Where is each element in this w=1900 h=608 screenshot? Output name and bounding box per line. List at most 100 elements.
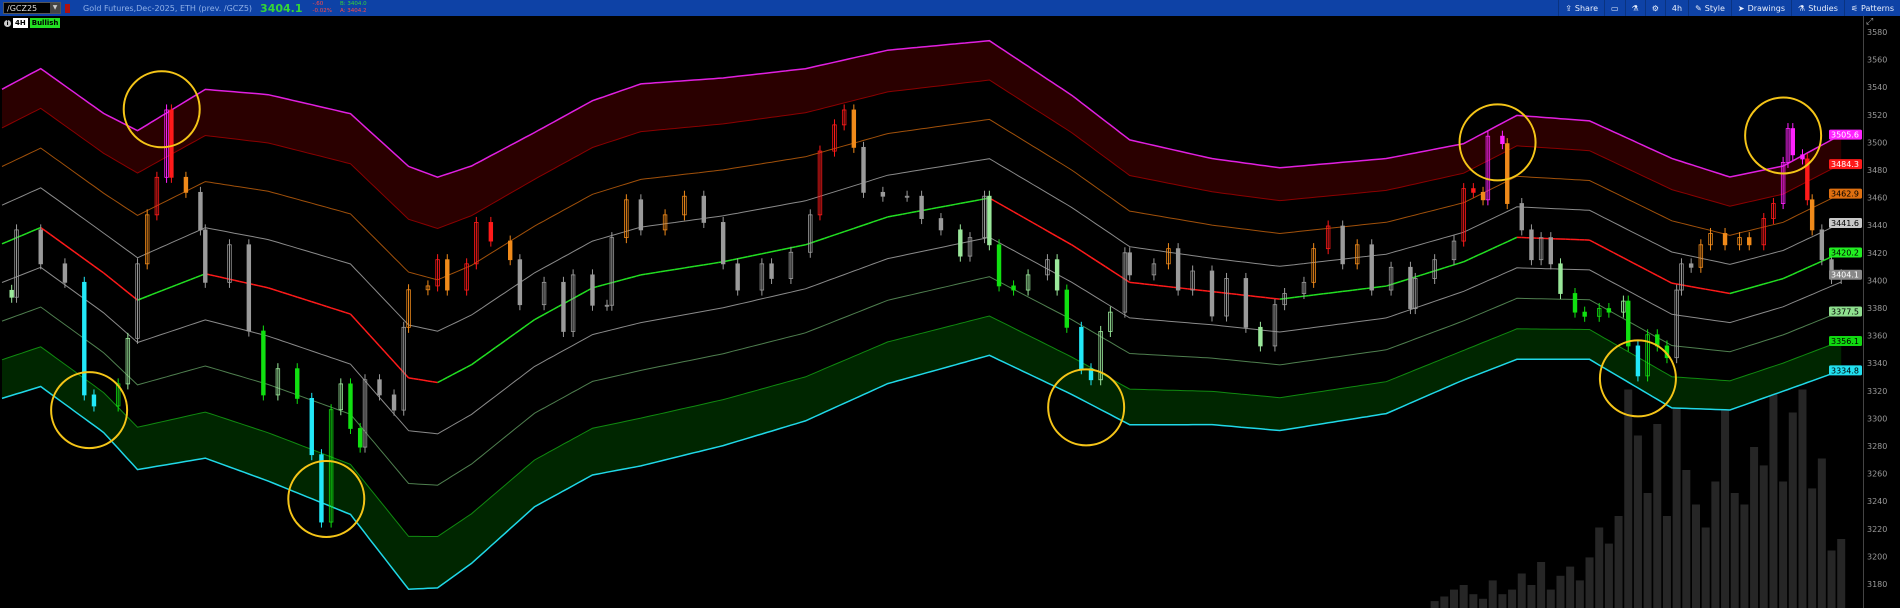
candle-body (1340, 225, 1345, 265)
center-line-segment (1782, 275, 1789, 280)
price-label-badge (1829, 217, 1862, 228)
candle-body (1645, 334, 1650, 377)
center-line-segment (597, 284, 603, 288)
center-line-segment (83, 258, 90, 264)
y-tick-label: 3420 (1867, 249, 1887, 258)
center-line-segment (902, 212, 908, 215)
candle-body (517, 259, 523, 306)
center-line-segment (229, 278, 235, 282)
center-line-segment (40, 226, 46, 232)
center-line-segment (631, 275, 637, 279)
candle-body (164, 109, 169, 178)
y-tick-label: 3560 (1867, 56, 1887, 65)
candle-body (203, 229, 208, 283)
patterns-button[interactable]: ⚟ Patterns (1843, 0, 1900, 16)
center-line-segment (940, 205, 946, 208)
candle-body (125, 337, 131, 385)
center-line-segment (1376, 285, 1382, 288)
center-line-segment (1652, 272, 1658, 277)
center-line-segment (795, 245, 801, 248)
center-line-segment (1758, 283, 1764, 287)
candle-body (1597, 308, 1602, 317)
timeframe-button[interactable]: 4h (1664, 0, 1688, 16)
info-icon[interactable]: i (4, 19, 11, 27)
center-line-segment (606, 281, 613, 285)
window-icon: ▭ (1611, 3, 1619, 13)
candle-body (445, 259, 450, 291)
center-line-segment (538, 313, 545, 318)
center-line-segment (669, 268, 675, 271)
center-line-segment (238, 280, 245, 284)
change-percent: -0.02% (312, 8, 332, 14)
center-line-segment (882, 216, 888, 220)
volume-bar (1682, 470, 1691, 608)
center-line-segment (650, 271, 656, 275)
alert-flag-icon[interactable] (65, 3, 70, 13)
center-line-segment (1768, 280, 1774, 284)
settings-button[interactable]: ⚙ (1644, 0, 1665, 16)
share-button[interactable]: ⇪ Share (1558, 0, 1604, 16)
candle-body (425, 285, 431, 291)
center-line-segment (1129, 281, 1135, 284)
price-label: 3441.6 (1831, 219, 1859, 228)
volume-bar (1527, 585, 1536, 608)
center-line-segment (258, 284, 264, 288)
center-line-segment (209, 274, 216, 277)
candle-body (1413, 278, 1418, 309)
center-line-segment (437, 379, 443, 384)
center-line-segment (11, 237, 17, 241)
center-line-segment (1395, 280, 1401, 284)
drawings-button[interactable]: ➤ Drawings (1730, 0, 1791, 16)
candle-body (391, 394, 397, 411)
candle-body (919, 195, 924, 219)
center-line-segment (1226, 292, 1232, 295)
center-line-segment (829, 234, 835, 238)
band-line-plus1 (1, 158, 1842, 332)
candle-body (735, 263, 740, 291)
studies-button[interactable]: ⚗ Studies (1791, 0, 1844, 16)
candle-body (788, 251, 794, 279)
volume-bar (1585, 557, 1594, 608)
price-chart[interactable]: 3180 3200 3220 3240 3260 3280 3300 3320 3340 3360… (0, 16, 1900, 608)
center-line-segment (54, 237, 61, 243)
expand-icon[interactable]: ⤢ (1866, 17, 1874, 27)
volume-bar (1730, 493, 1739, 608)
center-line-segment (1381, 285, 1387, 288)
candle-body (82, 281, 87, 396)
center-line-segment (1627, 259, 1634, 264)
center-line-segment (1390, 282, 1397, 286)
center-line-segment (64, 244, 71, 250)
detach-button[interactable]: ▭ (1604, 0, 1625, 16)
candle-body (561, 281, 566, 332)
volume-bar (1808, 488, 1817, 608)
candle-body (227, 244, 232, 283)
candle-body (406, 289, 411, 328)
chevron-down-icon[interactable]: ▼ (50, 3, 60, 13)
center-line-segment (732, 258, 738, 261)
price-label-badge (1829, 247, 1862, 258)
center-line-segment (359, 324, 366, 331)
center-line-segment (514, 329, 521, 335)
candle-body (1108, 311, 1113, 332)
candle-body (169, 109, 174, 178)
candle-body (1064, 289, 1069, 328)
center-line-segment (529, 319, 535, 324)
candle-body (987, 195, 992, 246)
center-line-segment (1734, 290, 1740, 293)
volume-bar (1721, 382, 1730, 608)
y-tick-label: 3400 (1867, 276, 1887, 285)
center-line-segment (1468, 256, 1474, 261)
candle-body (1722, 233, 1728, 246)
candle-body (1626, 300, 1631, 347)
symbol-input[interactable]: /GCZ25 ▼ (3, 2, 61, 14)
timeframe-badge: 4H (13, 18, 28, 28)
candle-body (638, 199, 644, 231)
flask-button[interactable]: ⚗ (1624, 0, 1645, 16)
candle-body (14, 229, 19, 298)
candle-body (275, 368, 281, 396)
y-tick-label: 3380 (1867, 304, 1887, 313)
center-line-segment (1022, 216, 1029, 221)
style-button[interactable]: ✎ Style (1688, 0, 1731, 16)
candle-body (1045, 259, 1050, 276)
center-line-segment (1724, 291, 1731, 295)
